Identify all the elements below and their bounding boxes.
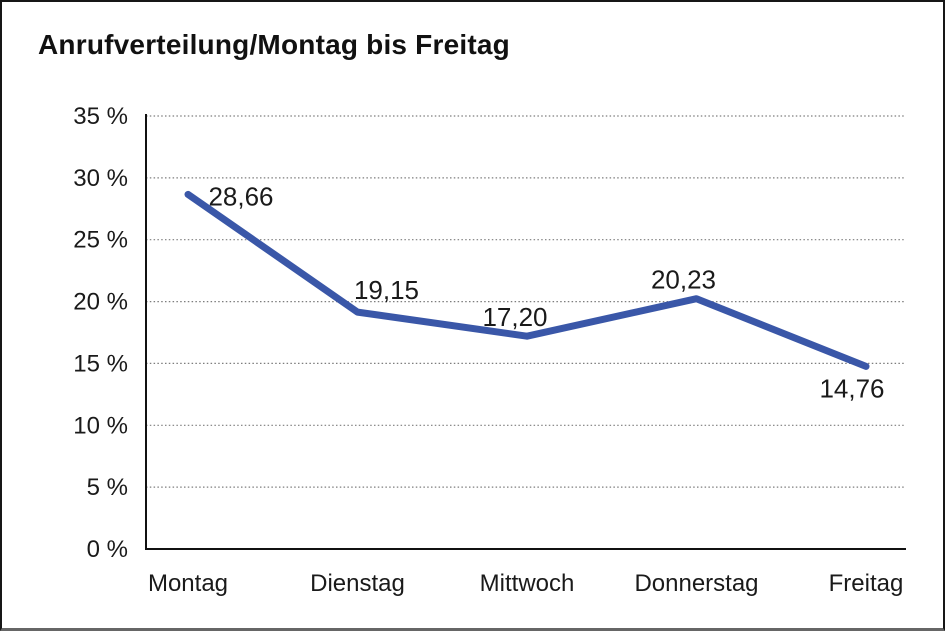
y-tick-label: 5 % — [87, 474, 128, 501]
x-category-label: Mittwoch — [480, 570, 575, 597]
data-label: 20,23 — [651, 265, 716, 295]
x-category-label: Freitag — [829, 570, 904, 597]
x-category-label: Donnerstag — [634, 570, 758, 597]
y-tick-label: 20 % — [73, 289, 128, 316]
y-tick-label: 25 % — [73, 227, 128, 254]
data-label: 14,76 — [819, 373, 884, 403]
data-label: 28,66 — [208, 181, 273, 211]
series-line — [184, 190, 870, 370]
y-tick-label: 30 % — [73, 165, 128, 192]
data-label: 17,20 — [482, 302, 547, 332]
data-label: 19,15 — [354, 275, 419, 305]
y-tick-label: 0 % — [87, 536, 128, 563]
chart-title: Anrufverteilung/Montag bis Freitag — [38, 29, 510, 60]
y-tick-label: 15 % — [73, 350, 128, 377]
x-category-label: Dienstag — [310, 570, 405, 597]
x-category-label: Montag — [148, 570, 228, 597]
y-tick-label: 35 % — [73, 103, 128, 130]
y-tick-label: 10 % — [73, 412, 128, 439]
